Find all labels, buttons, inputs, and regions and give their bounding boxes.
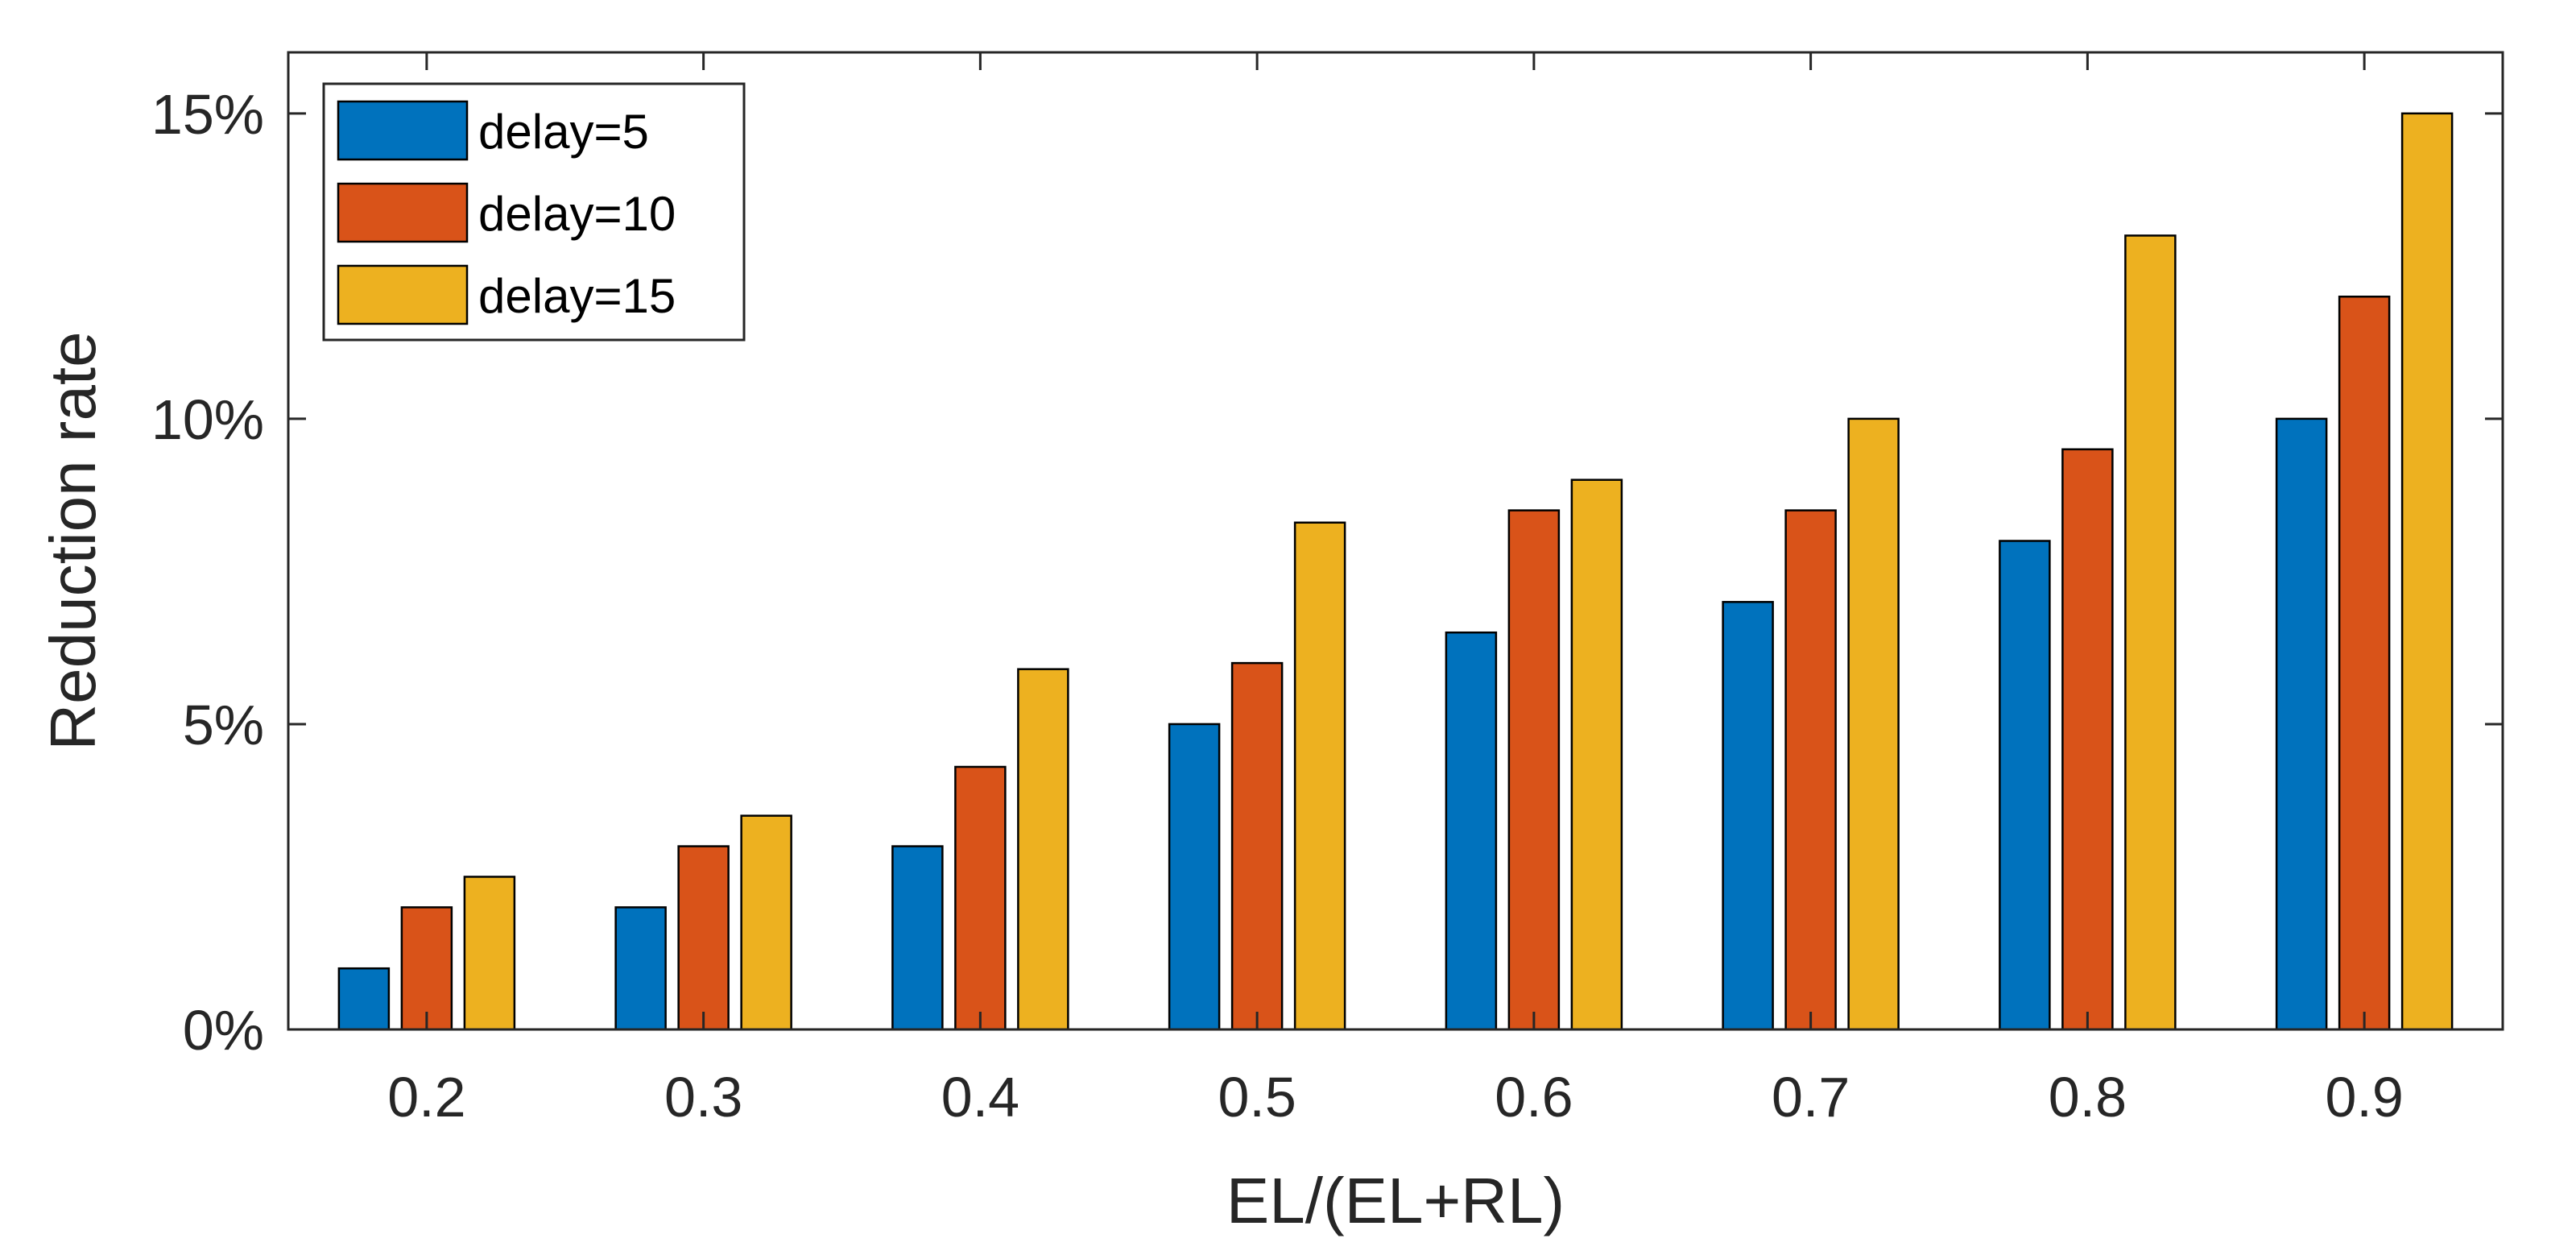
bar-delay-5-0-4 bbox=[891, 845, 944, 1031]
x-axis-title: EL/(EL+RL) bbox=[1226, 1165, 1565, 1236]
legend-swatch bbox=[337, 182, 469, 243]
x-tick-label: 0.5 bbox=[1218, 1066, 1296, 1129]
bar-delay-5-0-3 bbox=[614, 906, 667, 1031]
y-tick-label: 5% bbox=[183, 694, 264, 756]
bar-delay-5-0-5 bbox=[1168, 723, 1221, 1031]
x-tick-label: 0.8 bbox=[2049, 1066, 2127, 1129]
x-tick-label: 0.9 bbox=[2325, 1066, 2403, 1129]
legend-swatch bbox=[337, 264, 469, 325]
x-tick-label: 0.3 bbox=[664, 1066, 742, 1129]
bar-delay-5-0-6 bbox=[1445, 631, 1498, 1031]
x-tick-label: 0.7 bbox=[1772, 1066, 1850, 1129]
bar-delay-15-0-5 bbox=[1293, 521, 1346, 1031]
bar-delay-10-0-4 bbox=[954, 765, 1007, 1031]
bar-delay-10-0-9 bbox=[2338, 296, 2391, 1031]
bar-delay-10-0-8 bbox=[2061, 448, 2114, 1031]
bar-delay-10-0-3 bbox=[677, 845, 730, 1031]
bar-delay-15-0-9 bbox=[2400, 112, 2454, 1031]
y-tick-label: 15% bbox=[151, 83, 264, 146]
legend-label: delay=10 bbox=[478, 187, 676, 241]
axes-frame bbox=[287, 51, 2504, 1031]
bar-delay-10-0-5 bbox=[1230, 661, 1284, 1031]
legend-label: delay=15 bbox=[478, 269, 676, 323]
bar-delay-15-0-2 bbox=[463, 876, 516, 1031]
x-tick-label: 0.2 bbox=[387, 1066, 465, 1129]
bar-delay-5-0-2 bbox=[337, 967, 391, 1031]
legend-label: delay=5 bbox=[478, 105, 649, 159]
x-tick-label: 0.6 bbox=[1495, 1066, 1573, 1129]
bar-delay-15-0-6 bbox=[1570, 478, 1623, 1031]
bar-delay-15-0-7 bbox=[1847, 417, 1900, 1031]
y-axis-title: Reduction rate bbox=[37, 331, 109, 750]
bar-delay-5-0-8 bbox=[1999, 540, 2051, 1031]
legend: delay=5 delay=10 delay=15 bbox=[322, 82, 746, 342]
bar-delay-10-0-7 bbox=[1784, 509, 1837, 1031]
y-tick-label: 10% bbox=[151, 388, 264, 451]
bar-delay-15-0-4 bbox=[1017, 668, 1069, 1031]
y-tick-label: 0% bbox=[183, 999, 264, 1062]
bar-delay-10-0-2 bbox=[400, 906, 453, 1031]
x-tick-label: 0.4 bbox=[941, 1066, 1019, 1129]
bar-delay-10-0-6 bbox=[1507, 509, 1561, 1031]
bar-delay-5-0-7 bbox=[1722, 601, 1774, 1031]
bar-delay-15-0-3 bbox=[740, 814, 792, 1031]
bar-delay-15-0-8 bbox=[2124, 234, 2177, 1031]
axes-layer: 0% 5% 10% 15% 0.2 0.3 0.4 0.5 0.6 0.7 0.8 0.9 bbox=[151, 51, 2504, 1129]
legend-swatch bbox=[337, 100, 469, 161]
bars-layer bbox=[337, 112, 2454, 1031]
bar-delay-5-0-9 bbox=[2275, 417, 2328, 1031]
